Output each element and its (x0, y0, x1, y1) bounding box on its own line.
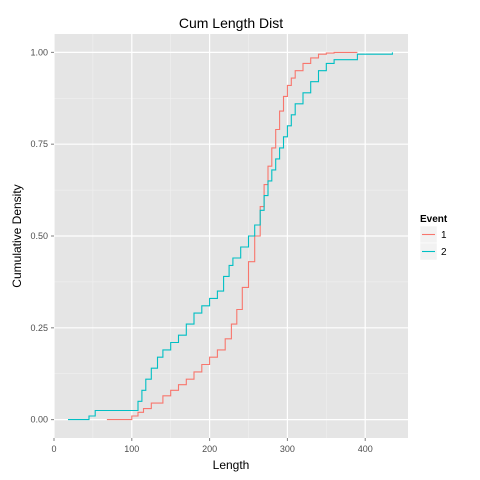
y-axis-ticks: 0.00 0.25 0.50 0.75 1.00 (30, 47, 54, 425)
x-tick-label: 100 (124, 444, 139, 454)
y-tick-label: 0.00 (30, 415, 48, 425)
series-line-1 (106, 51, 358, 421)
legend-label-1: 1 (441, 230, 447, 241)
y-tick-label: 0.50 (30, 231, 48, 241)
x-tick-label: 400 (358, 444, 373, 454)
x-tick-label: 300 (280, 444, 295, 454)
x-axis-ticks: 0 100 200 300 400 (51, 438, 373, 454)
series-lines (68, 51, 393, 421)
x-tick-label: 0 (51, 444, 56, 454)
series-line-2 (68, 52, 393, 421)
legend: Event 1 2 (419, 214, 448, 261)
y-tick-label: 1.00 (30, 47, 48, 57)
legend-title: Event (420, 214, 448, 225)
y-tick-label: 0.75 (30, 139, 48, 149)
legend-label-2: 2 (441, 247, 447, 258)
y-axis-label: Cumulative Density (10, 184, 24, 287)
x-axis-label: Length (213, 458, 250, 472)
y-tick-label: 0.25 (30, 323, 48, 333)
chart-title: Cum Length Dist (179, 15, 283, 31)
grid (53, 34, 408, 438)
x-tick-label: 200 (202, 444, 217, 454)
